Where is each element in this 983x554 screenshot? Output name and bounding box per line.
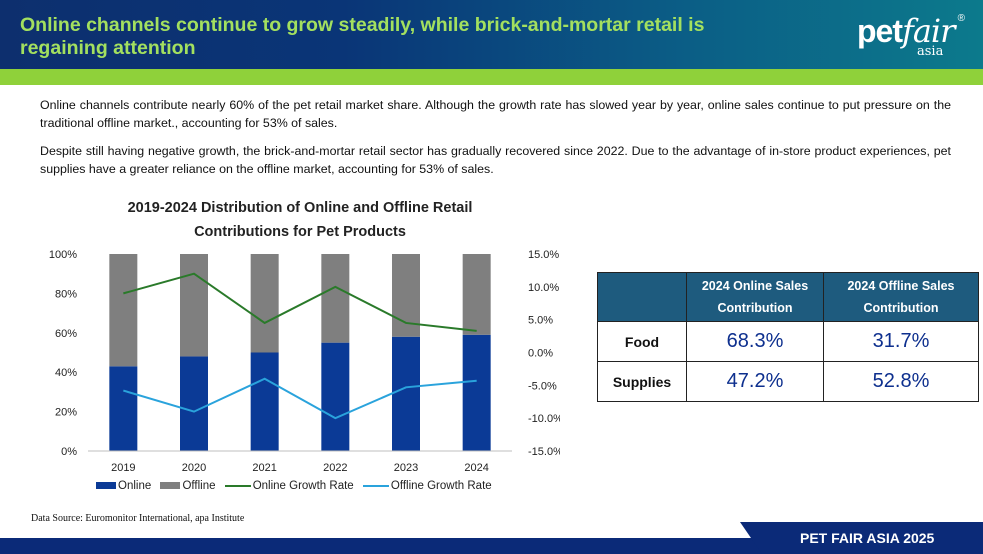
y-right-tick-label: -15.0%	[528, 446, 560, 458]
petfair-asia-logo: petfair asia ®	[857, 12, 965, 59]
series-line-online-growth-rate	[123, 272, 477, 332]
header-offline: 2024 Offline Sales Contribution	[823, 272, 979, 322]
table-row: Supplies 47.2% 52.8%	[597, 361, 979, 402]
y-right-tick-label: 15.0%	[528, 249, 559, 261]
y-left-tick-label: 20%	[55, 407, 77, 419]
paragraph-online: Online channels contribute nearly 60% of…	[40, 98, 951, 130]
bar-online	[392, 336, 420, 451]
sales-contribution-table: 2024 Online Sales Contribution 2024 Offl…	[597, 272, 979, 402]
bar-online	[462, 334, 491, 451]
table-row: Food 68.3% 31.7%	[597, 321, 979, 362]
y-right-tick-label: -5.0%	[528, 380, 557, 392]
footer-bar	[0, 538, 983, 554]
y-right-tick-label: 5.0%	[528, 315, 553, 327]
online-value: 47.2%	[686, 361, 824, 402]
legend-offline: Offline	[160, 480, 215, 492]
y-left-tick-label: 100%	[49, 249, 77, 261]
x-tick-label: 2022	[323, 462, 347, 474]
legend-online-growth: Online Growth Rate	[224, 480, 354, 492]
bar-offline	[180, 254, 208, 357]
footer-tab	[740, 522, 983, 554]
header-banner: Online channels continue to grow steadil…	[0, 0, 983, 69]
offline-value: 31.7%	[823, 321, 979, 362]
x-tick-label: 2019	[111, 462, 135, 474]
footer-label: PET FAIR ASIA 2025	[800, 530, 935, 546]
y-left-tick-label: 60%	[55, 328, 77, 340]
bar-online	[321, 342, 350, 451]
page-title: Online channels continue to grow steadil…	[20, 14, 705, 59]
row-label: Supplies	[597, 361, 687, 402]
y-left-tick-label: 80%	[55, 288, 77, 300]
y-right-tick-label: -10.0%	[528, 413, 560, 425]
bar-online	[109, 366, 138, 451]
distribution-chart: 0% 20% 40% 60% 80% 100% -15.0% -10.0% -5.0% 0.0% 5…	[49, 249, 560, 474]
header-online: 2024 Online Sales Contribution	[686, 272, 824, 322]
bar-offline	[321, 254, 350, 343]
bar-offline	[109, 254, 138, 367]
bar-offline	[462, 254, 491, 335]
accent-bar	[0, 69, 983, 85]
offline-value: 52.8%	[823, 361, 979, 402]
chart-title: 2019-2024 Distribution of Online and Off…	[127, 200, 473, 240]
x-tick-label: 2020	[182, 462, 206, 474]
x-tick-label: 2021	[252, 462, 276, 474]
y-right-tick-label: 10.0%	[528, 282, 559, 294]
x-tick-label: 2024	[464, 462, 488, 474]
y-right-tick-label: 0.0%	[528, 348, 553, 360]
y-left-tick-label: 0%	[61, 446, 77, 458]
bar-online	[180, 356, 208, 451]
row-label: Food	[597, 321, 687, 362]
series-line-offline-growth-rate	[123, 377, 477, 420]
bar-online	[250, 352, 279, 451]
paragraph-offline: Despite still having negative growth, th…	[40, 144, 951, 176]
y-left-tick-label: 40%	[55, 367, 77, 379]
table-corner	[597, 272, 687, 322]
online-value: 68.3%	[686, 321, 824, 362]
bar-offline	[250, 254, 279, 353]
x-tick-label: 2023	[394, 462, 418, 474]
legend-offline-growth: Offline Growth Rate	[362, 480, 492, 492]
legend-online: Online	[96, 480, 151, 492]
data-source: Data Source: Euromonitor International, …	[31, 513, 245, 524]
chart-legend: Online Offline Online Growth Rate Offlin…	[96, 480, 498, 492]
